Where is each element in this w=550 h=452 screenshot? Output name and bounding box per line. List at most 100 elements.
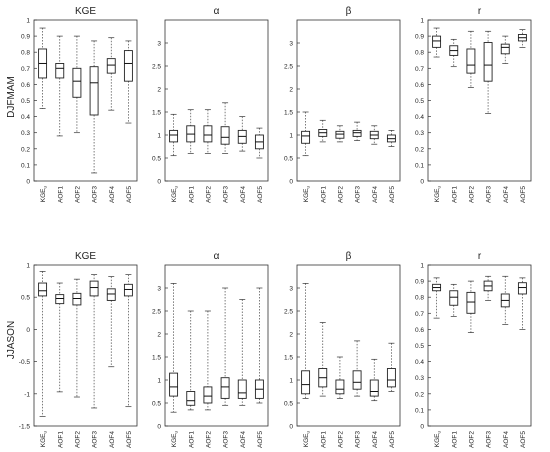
chart-panel: KGE -1.5 -1 -0.5 0 0.5 1 KGEu AOF1 AOF2 AOF3 AOF4 AO… xyxy=(19,251,138,448)
box-iqr xyxy=(352,129,362,137)
x-tick-label: AOF1 xyxy=(57,186,64,203)
y-tick-label: 2 xyxy=(289,87,293,94)
box-iqr xyxy=(335,130,345,139)
x-tick-label: AOF3 xyxy=(486,431,493,448)
box-iqr xyxy=(106,288,116,301)
box-iqr xyxy=(301,370,311,395)
x-tick-label: AOF5 xyxy=(520,186,527,203)
y-tick-label: 0.5 xyxy=(415,343,424,350)
box-iqr xyxy=(466,48,476,74)
y-tick-label: 0 xyxy=(26,179,30,186)
x-tick-label: AOF5 xyxy=(126,186,133,203)
x-tick-label: KGEu xyxy=(303,431,311,448)
panel-title: β xyxy=(346,251,352,262)
y-tick-label: -1 xyxy=(24,391,30,398)
box-iqr xyxy=(55,294,65,305)
x-tick-label: AOF5 xyxy=(126,431,133,448)
x-tick-label: AOF4 xyxy=(109,431,116,448)
y-tick-label: 0.8 xyxy=(21,50,30,57)
chart-panel: KGE 0 0.1 0.2 0.3 0.4 0.5 0.6 0.7 0.8 0.9 1 KGEu AOF1… xyxy=(21,6,138,203)
panel-title: β xyxy=(346,6,352,17)
y-tick-label: 0.3 xyxy=(415,130,424,137)
x-tick-label: AOF4 xyxy=(503,431,510,448)
y-tick-label: 2 xyxy=(289,332,293,339)
box-iqr xyxy=(369,379,379,397)
box-iqr xyxy=(517,282,527,295)
x-tick-label: AOF2 xyxy=(337,431,344,448)
x-tick-label: AOF3 xyxy=(92,431,99,448)
y-tick-label: 2.5 xyxy=(152,309,161,316)
plot-frame xyxy=(296,19,401,182)
box-iqr xyxy=(352,370,362,390)
chart-panel: α 0 0.5 1 1.5 2 2.5 3 KGEu AOF1 AOF2 AOF3 AOF4 AOF5 xyxy=(152,251,269,448)
y-tick-label: 1 xyxy=(420,263,424,270)
x-tick-label: AOF2 xyxy=(205,186,212,203)
x-tick-label: AOF4 xyxy=(372,186,379,203)
y-tick-label: 1 xyxy=(420,18,424,25)
box-iqr xyxy=(483,42,493,82)
y-tick-label: 0 xyxy=(420,424,424,431)
y-tick-label: 0 xyxy=(157,424,161,431)
plot-frame xyxy=(296,264,401,427)
x-tick-label: AOF1 xyxy=(57,431,64,448)
box-iqr xyxy=(169,129,179,143)
y-tick-label: 0.7 xyxy=(21,66,30,73)
y-tick-label: 1 xyxy=(289,378,293,385)
y-tick-label: 0.6 xyxy=(415,82,424,89)
x-tick-label: AOF5 xyxy=(520,431,527,448)
x-tick-label: AOF2 xyxy=(337,186,344,203)
row-label-top: DJFMAM xyxy=(6,76,17,118)
y-tick-label: 0.7 xyxy=(415,66,424,73)
plot-frame xyxy=(33,264,138,427)
y-tick-label: 0.3 xyxy=(21,130,30,137)
x-tick-label: AOF3 xyxy=(355,186,362,203)
y-tick-label: 1.5 xyxy=(284,110,293,117)
y-tick-label: 3 xyxy=(157,41,161,48)
chart-panel: α 0 0.5 1 1.5 2 2.5 3 KGEu AOF1 AOF2 AOF3 AOF4 AOF5 xyxy=(152,6,269,203)
y-tick-label: 0.1 xyxy=(415,407,424,414)
y-tick-label: 0.8 xyxy=(415,50,424,57)
y-tick-label: 2.5 xyxy=(284,309,293,316)
x-tick-label: AOF4 xyxy=(240,186,247,203)
panel-title: KGE xyxy=(75,251,96,262)
x-tick-label: AOF5 xyxy=(389,186,396,203)
y-tick-label: 2 xyxy=(157,87,161,94)
box-iqr xyxy=(89,280,99,297)
y-tick-label: 0 xyxy=(157,179,161,186)
y-tick-label: 3 xyxy=(157,286,161,293)
chart-panel: β 0 0.5 1 1.5 2 2.5 3 KGEu AOF1 AOF2 AOF3 AOF4 AOF5 xyxy=(284,6,401,203)
y-tick-label: 0 xyxy=(420,179,424,186)
panel-title: KGE xyxy=(75,6,96,17)
box-iqr xyxy=(72,292,82,306)
box-iqr xyxy=(386,368,396,388)
panel-title: α xyxy=(214,251,220,262)
x-tick-label: KGEu xyxy=(434,431,442,448)
y-tick-label: -0.5 xyxy=(19,359,31,366)
y-tick-label: 0.1 xyxy=(415,162,424,169)
y-tick-label: 3 xyxy=(289,41,293,48)
x-tick-label: AOF4 xyxy=(109,186,116,203)
x-tick-label: AOF3 xyxy=(223,186,230,203)
box-iqr xyxy=(72,67,82,98)
x-tick-label: AOF5 xyxy=(389,431,396,448)
x-tick-label: AOF2 xyxy=(468,431,475,448)
x-tick-label: AOF1 xyxy=(451,186,458,203)
plot-frame xyxy=(33,19,138,182)
y-tick-label: 0.4 xyxy=(21,114,30,121)
y-tick-label: 0.6 xyxy=(21,82,30,89)
y-tick-label: 0.3 xyxy=(415,375,424,382)
y-tick-label: 0.8 xyxy=(415,295,424,302)
x-tick-label: AOF2 xyxy=(205,431,212,448)
chart-panel: r 0 0.1 0.2 0.3 0.4 0.5 0.6 0.7 0.8 0.9 1 KGEu AOF1 AO… xyxy=(415,6,532,203)
y-tick-label: 0 xyxy=(289,424,293,431)
box-iqr xyxy=(186,391,196,406)
x-tick-label: AOF2 xyxy=(468,186,475,203)
y-tick-label: 1 xyxy=(26,18,30,25)
y-tick-label: 2.5 xyxy=(284,64,293,71)
plot-frame xyxy=(164,19,269,182)
y-tick-label: 0.5 xyxy=(284,401,293,408)
plot-frame xyxy=(427,264,532,427)
y-tick-label: 1.5 xyxy=(152,110,161,117)
x-tick-label: AOF1 xyxy=(320,186,327,203)
panel-title: α xyxy=(214,6,220,17)
